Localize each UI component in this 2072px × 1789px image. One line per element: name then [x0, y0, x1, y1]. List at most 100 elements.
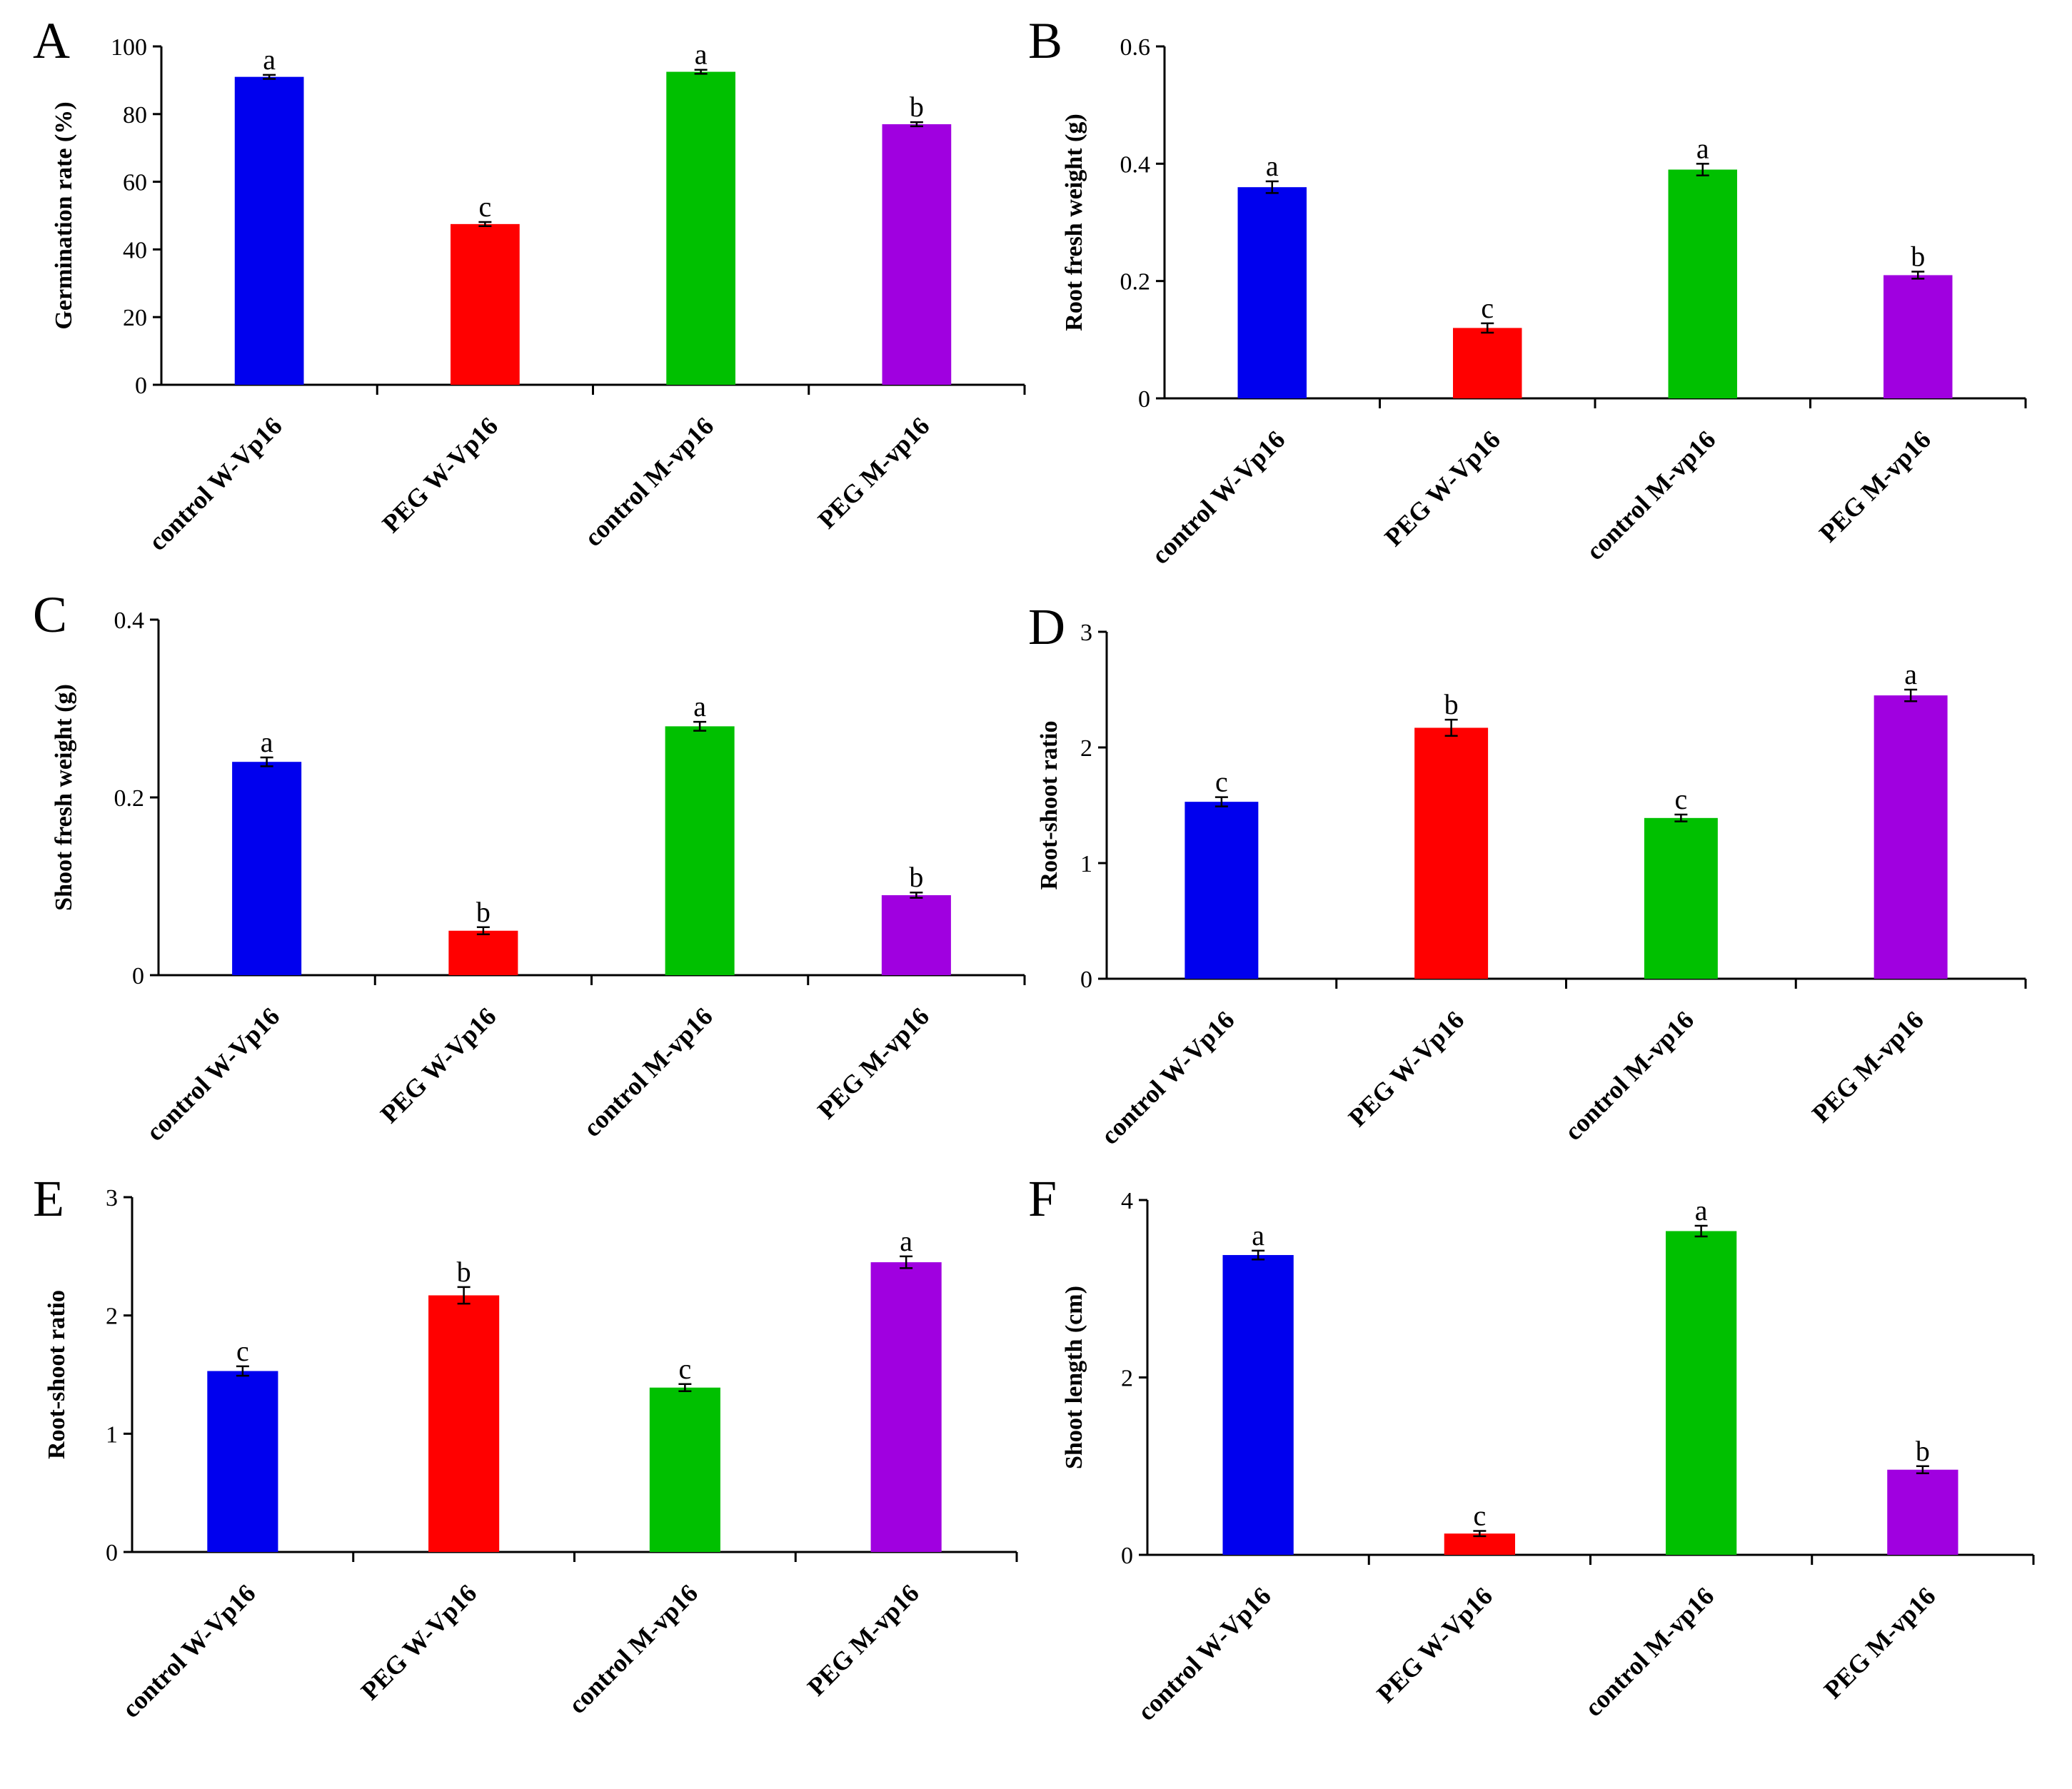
- significance-label: a: [1252, 1219, 1264, 1251]
- y-tick-label: 80: [123, 102, 147, 128]
- y-tick-label: 40: [123, 237, 147, 263]
- panel-c: C 0 0.2 0.4 Shoot fresh weight (g) a control W…: [33, 586, 1026, 1147]
- y-axis-title: Germination rate (%): [51, 101, 77, 329]
- y-tick-label: 0.4: [1120, 151, 1151, 178]
- significance-label: c: [1481, 292, 1494, 324]
- bar: [234, 76, 304, 385]
- significance-label: a: [900, 1225, 912, 1257]
- panel-letter: F: [1028, 1170, 1057, 1227]
- category-label: control W-Vp16: [1146, 425, 1290, 569]
- category-label: control W-Vp16: [143, 411, 287, 555]
- significance-label: b: [476, 896, 491, 928]
- category-label: PEG W-Vp16: [1372, 1581, 1499, 1708]
- y-tick-label: 0: [1121, 1543, 1133, 1569]
- panel-e: E 0 1 2 3 Root-shoot ratio c control W-Vp16 b PEG…: [33, 1170, 1018, 1723]
- y-tick-label: 100: [111, 34, 147, 61]
- y-tick-label: 0.6: [1120, 34, 1151, 61]
- significance-label: a: [1696, 132, 1709, 164]
- y-tick-label: 0: [106, 1540, 118, 1566]
- panel-b: B 0 0.2 0.4 0.6 Root fresh weight (g) a control…: [1028, 12, 2027, 570]
- y-tick-label: 0.4: [114, 608, 145, 634]
- y-tick-label: 0.2: [1120, 269, 1151, 296]
- significance-label: a: [261, 726, 273, 758]
- bar: [665, 726, 735, 975]
- significance-label: c: [478, 191, 491, 223]
- bar: [1874, 695, 1948, 979]
- category-label: control W-Vp16: [116, 1578, 261, 1723]
- significance-label: b: [457, 1256, 471, 1288]
- bar: [1185, 802, 1259, 979]
- panel-d: D 0 1 2 3 Root-shoot ratio c control W-Vp16 b PEG…: [1028, 598, 2027, 1150]
- y-tick-label: 3: [1080, 620, 1092, 646]
- category-label: PEG M-vp16: [1806, 1005, 1929, 1128]
- y-tick-label: 0: [1080, 967, 1092, 993]
- significance-label: c: [678, 1353, 691, 1385]
- bar: [1665, 1231, 1737, 1555]
- panel-letter: B: [1028, 12, 1062, 69]
- y-tick-label: 2: [1080, 735, 1092, 762]
- bar: [448, 930, 518, 975]
- category-label: PEG M-vp16: [802, 1578, 925, 1701]
- bar: [666, 71, 735, 385]
- bar: [881, 894, 951, 975]
- y-axis-title: Shoot fresh weight (g): [51, 684, 77, 911]
- y-tick-label: 0: [135, 373, 147, 399]
- bar: [1222, 1255, 1294, 1555]
- category-label: PEG M-vp16: [1814, 425, 1936, 548]
- category-label: PEG W-Vp16: [1343, 1005, 1470, 1132]
- y-tick-label: 20: [123, 305, 147, 331]
- category-label: control M-vp16: [578, 411, 719, 552]
- bar: [1884, 275, 1953, 398]
- panel-letter: D: [1028, 598, 1065, 655]
- significance-label: c: [1215, 766, 1228, 798]
- category-label: PEG W-Vp16: [356, 1578, 483, 1705]
- significance-label: b: [909, 861, 923, 893]
- bar: [451, 223, 520, 385]
- bar: [1887, 1469, 1958, 1555]
- significance-label: b: [1444, 688, 1459, 720]
- y-tick-label: 0: [132, 963, 144, 989]
- significance-label: b: [1911, 241, 1925, 273]
- y-axis-title: Root fresh weight (g): [1061, 114, 1087, 331]
- category-label: control W-Vp16: [141, 1002, 285, 1146]
- y-tick-label: 2: [106, 1304, 118, 1330]
- significance-label: a: [1695, 1194, 1708, 1226]
- category-label: PEG W-Vp16: [377, 411, 504, 538]
- y-tick-label: 60: [123, 170, 147, 196]
- significance-label: a: [1266, 150, 1279, 182]
- category-label: control M-vp16: [1581, 425, 1721, 565]
- significance-label: c: [236, 1335, 249, 1367]
- category-label: control W-Vp16: [1095, 1005, 1239, 1149]
- bar: [232, 762, 302, 975]
- bar: [870, 1262, 942, 1552]
- y-axis-title: Root-shoot ratio: [1036, 720, 1062, 890]
- significance-label: b: [1916, 1435, 1930, 1467]
- bar: [1668, 169, 1737, 399]
- bar: [1644, 817, 1718, 979]
- bar: [882, 124, 952, 385]
- y-tick-label: 0: [1138, 386, 1150, 413]
- bar: [1237, 187, 1307, 398]
- bar: [207, 1371, 278, 1552]
- y-tick-label: 1: [1080, 851, 1092, 877]
- significance-label: b: [910, 91, 924, 123]
- panel-letter: C: [33, 586, 67, 643]
- panel-a: A 0 20 40 60 80 100 Germination rate (%) a contro…: [33, 12, 1026, 556]
- panel-f: F 0 2 4 Shoot length (cm) a control W-Vp16 c PEG…: [1028, 1170, 2035, 1726]
- bar: [1414, 727, 1489, 979]
- y-tick-label: 0.2: [114, 785, 145, 812]
- panel-letter: E: [33, 1170, 64, 1227]
- significance-label: c: [1473, 1499, 1486, 1531]
- category-label: control M-vp16: [563, 1578, 703, 1719]
- y-tick-label: 4: [1121, 1188, 1133, 1214]
- category-label: PEG W-Vp16: [1379, 425, 1506, 552]
- y-tick-label: 2: [1121, 1366, 1133, 1392]
- significance-label: a: [1904, 658, 1917, 690]
- category-label: PEG M-vp16: [812, 1002, 935, 1124]
- significance-label: a: [693, 690, 706, 722]
- y-tick-label: 3: [106, 1185, 118, 1211]
- category-label: control M-vp16: [578, 1002, 718, 1142]
- category-label: control M-vp16: [1559, 1005, 1699, 1146]
- category-label: PEG W-Vp16: [375, 1002, 502, 1129]
